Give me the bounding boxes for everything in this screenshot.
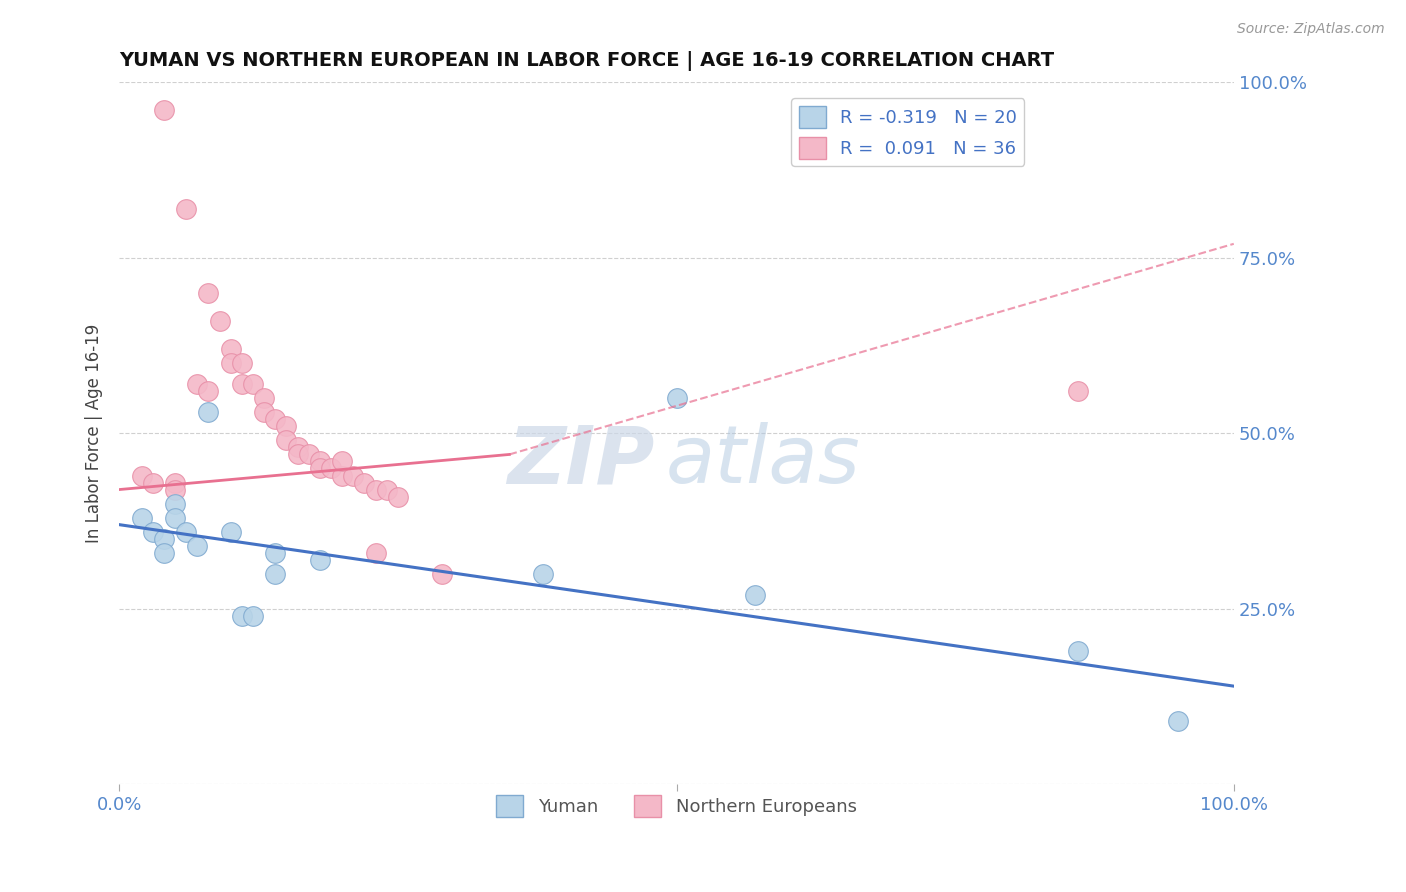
Point: [309, 553, 332, 567]
Point: [330, 468, 353, 483]
Point: [253, 392, 276, 406]
Point: [531, 566, 554, 581]
Point: [219, 356, 242, 370]
Point: [231, 356, 253, 370]
Point: [1067, 384, 1090, 399]
Point: [231, 609, 253, 624]
Point: [665, 392, 688, 406]
Point: [353, 475, 375, 490]
Text: Source: ZipAtlas.com: Source: ZipAtlas.com: [1237, 22, 1385, 37]
Point: [253, 405, 276, 419]
Point: [131, 468, 153, 483]
Point: [142, 475, 165, 490]
Point: [1067, 644, 1090, 658]
Point: [242, 609, 264, 624]
Text: YUMAN VS NORTHERN EUROPEAN IN LABOR FORCE | AGE 16-19 CORRELATION CHART: YUMAN VS NORTHERN EUROPEAN IN LABOR FORC…: [120, 51, 1054, 70]
Point: [309, 461, 332, 475]
Point: [242, 377, 264, 392]
Point: [231, 377, 253, 392]
Point: [432, 566, 454, 581]
Point: [197, 285, 219, 300]
Point: [298, 447, 321, 461]
Text: ZIP: ZIP: [506, 423, 654, 500]
Point: [1167, 714, 1189, 729]
Point: [163, 475, 186, 490]
Point: [364, 546, 387, 560]
Point: [163, 483, 186, 497]
Point: [342, 468, 364, 483]
Point: [153, 546, 176, 560]
Point: [186, 377, 208, 392]
Point: [197, 405, 219, 419]
Point: [287, 441, 309, 455]
Point: [153, 532, 176, 546]
Point: [131, 510, 153, 524]
Point: [744, 588, 766, 602]
Point: [287, 447, 309, 461]
Point: [163, 510, 186, 524]
Point: [219, 342, 242, 356]
Point: [309, 454, 332, 468]
Point: [264, 546, 287, 560]
Point: [330, 454, 353, 468]
Point: [174, 202, 197, 216]
Point: [142, 524, 165, 539]
Point: [163, 497, 186, 511]
Point: [364, 483, 387, 497]
Point: [264, 412, 287, 426]
Point: [186, 539, 208, 553]
Text: atlas: atlas: [665, 423, 860, 500]
Point: [387, 490, 409, 504]
Point: [197, 384, 219, 399]
Point: [276, 434, 298, 448]
Y-axis label: In Labor Force | Age 16-19: In Labor Force | Age 16-19: [86, 324, 103, 543]
Point: [319, 461, 342, 475]
Point: [153, 103, 176, 118]
Legend: Yuman, Northern Europeans: Yuman, Northern Europeans: [489, 788, 863, 824]
Point: [174, 524, 197, 539]
Point: [264, 566, 287, 581]
Point: [219, 524, 242, 539]
Point: [208, 314, 231, 328]
Point: [375, 483, 398, 497]
Point: [276, 419, 298, 434]
